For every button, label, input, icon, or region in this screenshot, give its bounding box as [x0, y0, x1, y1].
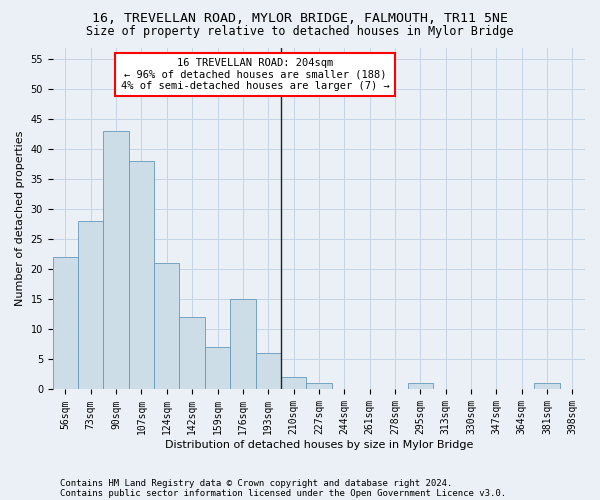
Text: 16 TREVELLAN ROAD: 204sqm
← 96% of detached houses are smaller (188)
4% of semi-: 16 TREVELLAN ROAD: 204sqm ← 96% of detac…	[121, 58, 389, 91]
Text: Size of property relative to detached houses in Mylor Bridge: Size of property relative to detached ho…	[86, 25, 514, 38]
Bar	[78, 222, 103, 390]
Bar	[407, 384, 433, 390]
Text: 16, TREVELLAN ROAD, MYLOR BRIDGE, FALMOUTH, TR11 5NE: 16, TREVELLAN ROAD, MYLOR BRIDGE, FALMOU…	[92, 12, 508, 26]
Bar	[306, 384, 332, 390]
Bar	[230, 300, 256, 390]
Bar	[535, 384, 560, 390]
Text: Contains public sector information licensed under the Open Government Licence v3: Contains public sector information licen…	[60, 488, 506, 498]
Bar	[129, 162, 154, 390]
Bar	[53, 258, 78, 390]
Text: Contains HM Land Registry data © Crown copyright and database right 2024.: Contains HM Land Registry data © Crown c…	[60, 478, 452, 488]
Bar	[179, 318, 205, 390]
Y-axis label: Number of detached properties: Number of detached properties	[15, 131, 25, 306]
Bar	[205, 348, 230, 390]
Bar	[281, 378, 306, 390]
X-axis label: Distribution of detached houses by size in Mylor Bridge: Distribution of detached houses by size …	[165, 440, 473, 450]
Bar	[103, 132, 129, 390]
Bar	[154, 264, 179, 390]
Bar	[256, 354, 281, 390]
